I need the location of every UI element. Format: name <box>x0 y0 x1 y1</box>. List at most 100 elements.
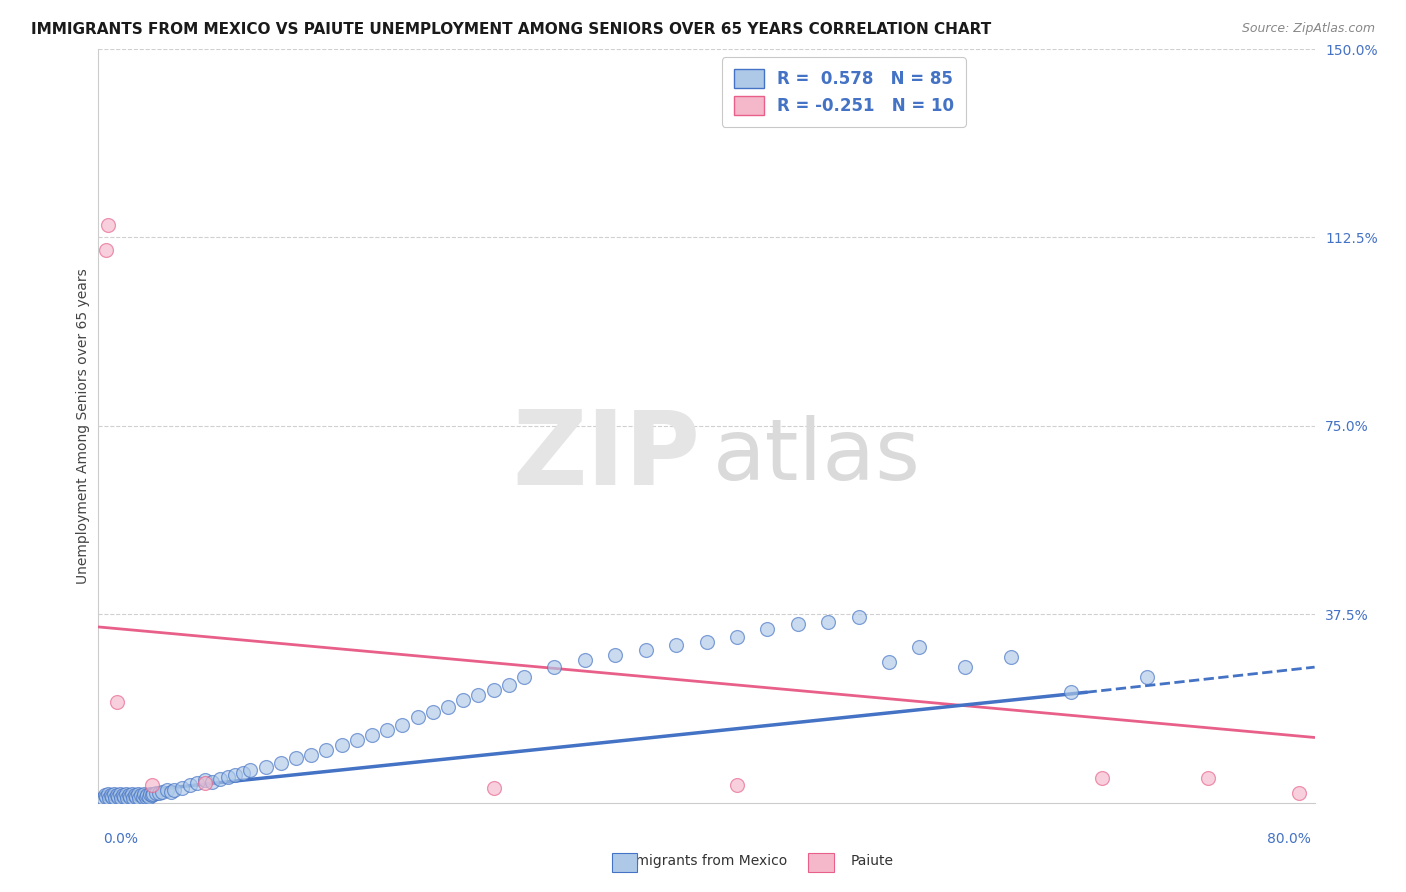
Point <box>138 789 160 804</box>
Point <box>817 615 839 629</box>
Point <box>105 695 128 709</box>
Point <box>482 682 505 697</box>
Point <box>361 728 384 742</box>
Point <box>105 789 128 803</box>
Point <box>498 678 520 692</box>
Point <box>122 790 145 805</box>
Point <box>148 786 170 800</box>
Text: Immigrants from Mexico: Immigrants from Mexico <box>619 854 787 868</box>
Point <box>299 747 322 762</box>
Point <box>1197 771 1219 785</box>
Point <box>156 783 179 797</box>
Point <box>179 778 201 792</box>
Point <box>1136 670 1159 684</box>
Text: IMMIGRANTS FROM MEXICO VS PAIUTE UNEMPLOYMENT AMONG SENIORS OVER 65 YEARS CORREL: IMMIGRANTS FROM MEXICO VS PAIUTE UNEMPLO… <box>31 22 991 37</box>
Point <box>406 710 429 724</box>
Point <box>98 790 121 805</box>
Point <box>124 789 146 803</box>
Point <box>104 790 127 805</box>
Point <box>141 778 163 792</box>
Point <box>96 787 118 801</box>
Text: 80.0%: 80.0% <box>1267 832 1310 846</box>
Point <box>194 773 217 788</box>
Point <box>270 756 292 770</box>
Point <box>132 787 155 801</box>
Point <box>135 789 157 804</box>
Point <box>163 783 186 797</box>
Point <box>1000 650 1022 665</box>
Point <box>232 765 254 780</box>
Point <box>953 660 976 674</box>
Point <box>96 218 118 232</box>
Point <box>150 785 173 799</box>
Point <box>725 630 748 644</box>
Text: Source: ZipAtlas.com: Source: ZipAtlas.com <box>1241 22 1375 36</box>
Point <box>131 789 153 804</box>
Point <box>108 787 131 801</box>
Point <box>107 789 129 804</box>
Point <box>129 789 152 803</box>
Point <box>186 775 208 789</box>
Point <box>346 733 368 747</box>
Point <box>128 790 150 805</box>
Point <box>94 789 117 804</box>
Point <box>1060 685 1083 699</box>
Text: ZIP: ZIP <box>512 406 700 507</box>
Point <box>725 778 748 792</box>
Point <box>160 785 183 799</box>
Point <box>224 768 246 782</box>
Point <box>91 790 114 805</box>
Point <box>145 786 167 800</box>
Point <box>375 723 398 737</box>
Point <box>482 780 505 795</box>
Point <box>391 718 413 732</box>
Point <box>848 610 870 624</box>
Point <box>209 772 232 786</box>
Point <box>117 790 139 805</box>
Point <box>142 787 165 801</box>
Point <box>422 706 444 720</box>
Point <box>125 789 148 804</box>
Point <box>696 635 718 649</box>
Legend: R =  0.578   N = 85, R = -0.251   N = 10: R = 0.578 N = 85, R = -0.251 N = 10 <box>723 57 966 127</box>
Point <box>330 738 353 752</box>
Point <box>453 693 475 707</box>
Point <box>605 648 627 662</box>
Point <box>141 789 163 803</box>
Point <box>201 774 224 789</box>
Point <box>139 787 162 801</box>
Point <box>100 789 122 803</box>
Point <box>877 655 900 669</box>
Point <box>908 640 931 654</box>
Point <box>194 775 217 789</box>
Point <box>217 770 239 784</box>
Point <box>127 787 149 801</box>
Point <box>634 642 657 657</box>
Point <box>94 243 117 257</box>
Point <box>136 789 159 803</box>
Y-axis label: Unemployment Among Seniors over 65 years: Unemployment Among Seniors over 65 years <box>76 268 90 583</box>
Point <box>543 660 565 674</box>
Point <box>239 763 262 777</box>
Point <box>110 790 132 805</box>
Point <box>315 743 337 757</box>
Text: Paiute: Paiute <box>851 854 893 868</box>
Point <box>112 789 135 804</box>
Point <box>574 652 596 666</box>
Text: atlas: atlas <box>713 415 921 498</box>
Point <box>1288 786 1310 800</box>
Point <box>513 670 536 684</box>
Point <box>101 789 124 804</box>
Point <box>170 780 193 795</box>
Point <box>121 787 143 801</box>
Point <box>285 750 308 764</box>
Point <box>756 623 779 637</box>
Point <box>114 787 136 801</box>
Point <box>786 617 808 632</box>
Point <box>437 700 460 714</box>
Point <box>1091 771 1114 785</box>
Point <box>665 638 688 652</box>
Point <box>120 789 142 804</box>
Point <box>93 789 115 803</box>
Point <box>254 759 277 773</box>
